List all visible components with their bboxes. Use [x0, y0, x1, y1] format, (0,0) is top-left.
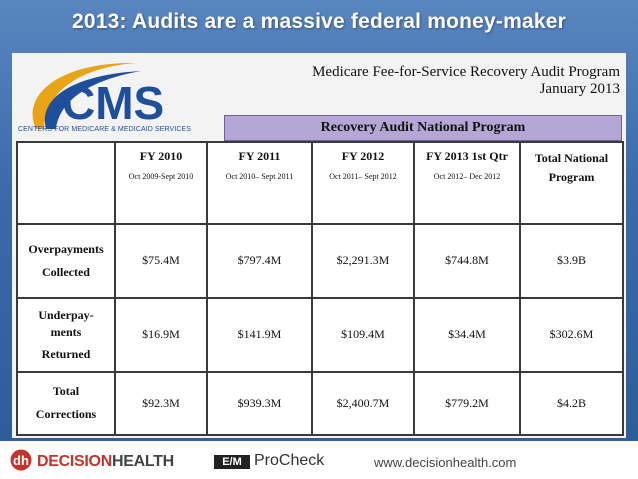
table-row: Total Corrections $92.3M $939.3M $2,400.… — [16, 370, 624, 437]
column-range: Oct 2011– Sept 2012 — [329, 172, 397, 181]
national-program-band: Recovery Audit National Program — [224, 115, 622, 141]
table-cell: $92.3M — [114, 370, 208, 437]
column-header: FY 2013 1st Qtr Oct 2012– Dec 2012 — [413, 141, 521, 225]
row-label-line: ments — [50, 324, 82, 339]
column-title: FY 2013 1st Qtr — [426, 149, 508, 163]
column-range: Oct 2009-Sept 2010 — [128, 172, 194, 181]
cms-subtitle: CENTERS FOR MEDICARE & MEDICAID SERVICES — [18, 126, 192, 133]
column-range: Oct 2012– Dec 2012 — [433, 172, 501, 181]
table-cell: $4.2B — [519, 370, 624, 437]
row-label-line: Returned — [41, 346, 91, 361]
column-title: Total National Program — [534, 151, 609, 184]
program-title: Medicare Fee-for-Service Recovery Audit … — [312, 64, 620, 80]
row-label-line: Underpay- — [38, 307, 94, 322]
corner-cell — [16, 141, 116, 225]
column-header: FY 2012 Oct 2011– Sept 2012 — [311, 141, 415, 225]
row-label-line: Collected — [42, 264, 90, 279]
website-link[interactable]: www.decisionhealth.com — [374, 455, 517, 470]
row-label-line: Corrections — [35, 407, 97, 422]
column-title: FY 2012 — [341, 149, 385, 163]
table-cell: $3.9B — [519, 222, 624, 300]
cms-logo-swoosh — [32, 62, 136, 129]
table-cell: $2,291.3M — [311, 222, 415, 300]
audit-table: FY 2010 Oct 2009-Sept 2010 FY 2011 Oct 2… — [16, 141, 624, 437]
table-cell: $141.9M — [206, 297, 313, 373]
svg-text:dh: dh — [13, 453, 29, 468]
table-cell: $744.8M — [413, 222, 521, 300]
column-header: Total National Program — [519, 141, 624, 225]
row-label-line: Overpayments — [28, 241, 104, 256]
cms-logo-text: CMS — [62, 77, 164, 129]
cms-logo-swoosh-inner — [44, 71, 141, 129]
table-header-row: FY 2010 Oct 2009-Sept 2010 FY 2011 Oct 2… — [16, 141, 624, 225]
table-cell: $2,400.7M — [311, 370, 415, 437]
table-cell: $34.4M — [413, 297, 521, 373]
brand-part-b: HEALTH — [111, 453, 174, 470]
row-label: Total Corrections — [16, 370, 116, 437]
column-title: FY 2010 — [139, 149, 183, 163]
program-date: January 2013 — [539, 81, 620, 97]
column-title: FY 2011 — [238, 149, 281, 163]
table-cell: $75.4M — [114, 222, 208, 300]
table-cell: $779.2M — [413, 370, 521, 437]
decisionhealth-wordmark: DECISIONHEALTH — [37, 453, 174, 471]
decisionhealth-logo-icon: dh — [10, 449, 32, 471]
table-cell: $939.3M — [206, 370, 313, 437]
brand-part-a: DECISION — [37, 453, 112, 470]
table-cell: $302.6M — [519, 297, 624, 373]
column-header: FY 2011 Oct 2010– Sept 2011 — [206, 141, 313, 225]
table-row: Overpayments Collected $75.4M $797.4M $2… — [16, 222, 624, 300]
footer-bar — [0, 441, 638, 479]
row-label: Overpayments Collected — [16, 222, 116, 300]
table-cell: $16.9M — [114, 297, 208, 373]
procheck-wordmark: ProCheck — [254, 452, 325, 469]
cms-logo: CMS — [32, 62, 164, 129]
table-row: Underpay- ments Returned $16.9M $141.9M … — [16, 297, 624, 373]
column-header: FY 2010 Oct 2009-Sept 2010 — [114, 141, 208, 225]
row-label-line: Total — [52, 384, 80, 399]
table-cell: $109.4M — [311, 297, 415, 373]
em-badge: E/M — [214, 455, 250, 469]
table-cell: $797.4M — [206, 222, 313, 300]
row-label: Underpay- ments Returned — [16, 297, 116, 373]
column-range: Oct 2010– Sept 2011 — [225, 172, 294, 181]
slide-title: 2013: Audits are a massive federal money… — [71, 10, 566, 33]
